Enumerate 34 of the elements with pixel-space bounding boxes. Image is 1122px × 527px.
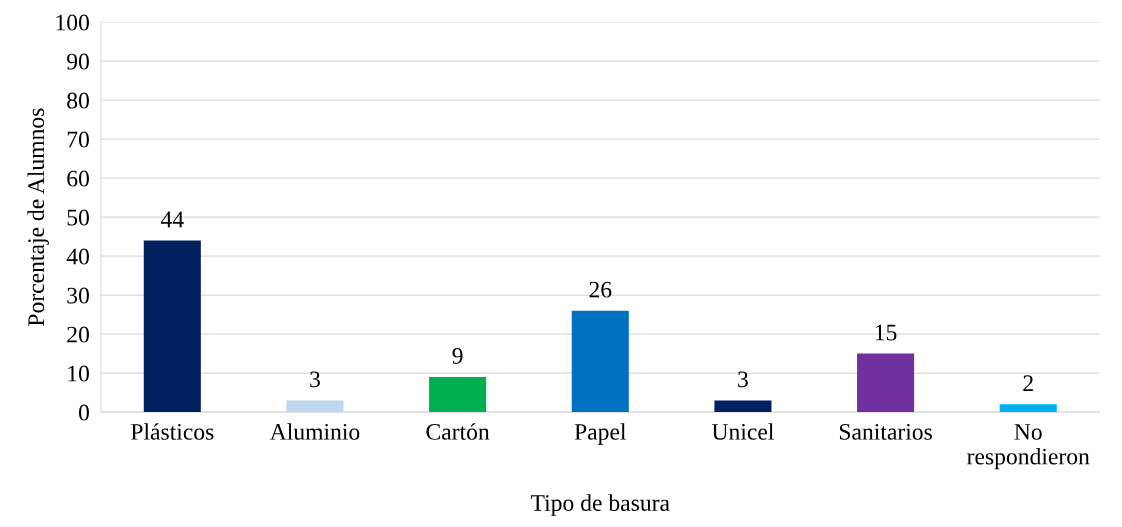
data-label: 15 [875, 324, 897, 341]
y-tick-label: 60 [67, 170, 89, 187]
data-label: 3 [738, 371, 748, 388]
bar [286, 400, 344, 413]
x-tick-label: Aluminio [269, 423, 360, 440]
data-label: 2 [1023, 375, 1033, 391]
x-tick-label: Unicel [711, 423, 774, 440]
bar [857, 353, 915, 413]
x-tick-label: Papel [574, 423, 627, 445]
bar [999, 404, 1057, 413]
y-tick-label: 100 [56, 14, 89, 31]
x-tick-label: Cartón [426, 423, 490, 440]
y-tick-label: 10 [68, 365, 89, 382]
bar [429, 377, 487, 413]
x-tick-label: Sanitarios [839, 423, 932, 440]
y-axis-title: Porcentaje de Alumnos [27, 108, 49, 326]
x-tick-label: No respondieron [967, 424, 1090, 470]
data-label: 3 [310, 371, 320, 388]
data-label: 26 [589, 281, 612, 298]
y-tick-label: 40 [66, 248, 89, 265]
bar [714, 400, 772, 413]
y-tick-label: 50 [67, 209, 89, 226]
y-tick-label: 30 [67, 287, 89, 304]
data-label: 44 [160, 211, 184, 228]
x-tick-label: Plásticos [131, 423, 214, 440]
y-tick-label: 0 [78, 404, 89, 421]
y-tick-label: 20 [67, 326, 89, 343]
data-label: 9 [452, 348, 463, 364]
x-axis-title: Tipo de basura [530, 494, 670, 516]
bar [571, 310, 629, 413]
y-tick-label: 70 [67, 131, 89, 148]
bar [143, 240, 201, 413]
y-tick-label: 80 [67, 92, 89, 109]
y-tick-label: 90 [67, 53, 89, 70]
